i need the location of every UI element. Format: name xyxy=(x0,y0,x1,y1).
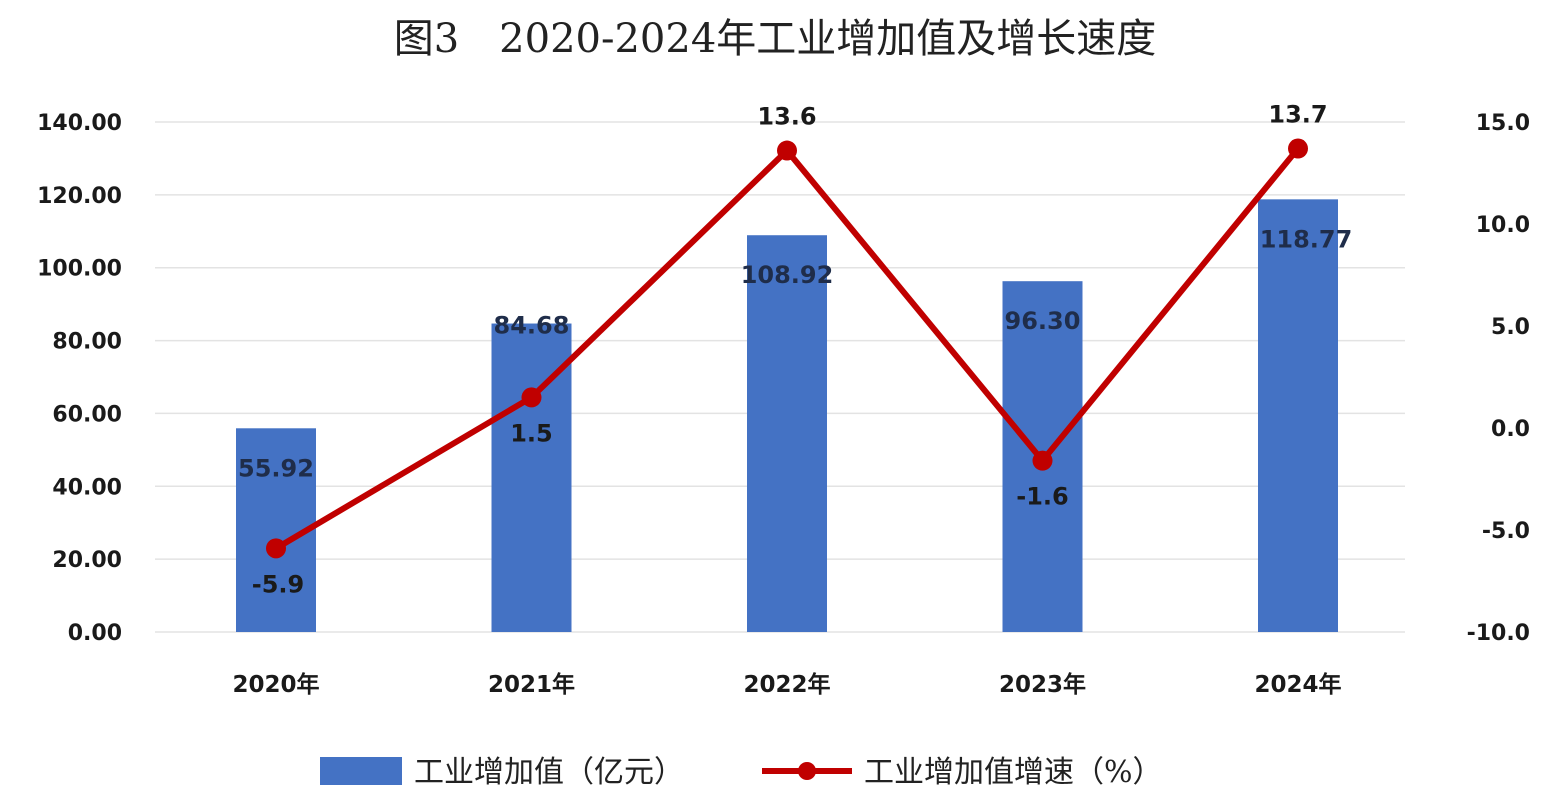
line-marker xyxy=(1032,450,1053,471)
line-value-label: 13.6 xyxy=(757,103,816,131)
left-tick-label: 100.00 xyxy=(37,257,122,282)
category-label: 2020年 xyxy=(232,671,319,698)
left-tick-label: 120.00 xyxy=(37,184,122,209)
line-value-label: -5.9 xyxy=(252,570,304,598)
bar-value-label: 84.68 xyxy=(494,312,570,340)
line-value-label: 1.5 xyxy=(510,419,553,447)
legend-label-bar: 工业增加值（亿元） xyxy=(414,755,684,790)
chart-title: 图3 2020-2024年工业增加值及增长速度 xyxy=(394,16,1157,62)
left-tick-label: 140.00 xyxy=(37,111,122,136)
right-tick-label: 0.0 xyxy=(1491,417,1530,442)
bar-series xyxy=(236,199,1338,632)
right-tick-label: -10.0 xyxy=(1467,621,1530,646)
line-marker xyxy=(777,140,797,161)
bar-value-label: 96.30 xyxy=(1005,307,1081,335)
left-tick-label: 0.00 xyxy=(68,621,122,646)
left-tick-label: 20.00 xyxy=(52,548,122,573)
left-y-axis: 0.00 20.00 40.00 60.00 80.00 100.00 120.00 140.… xyxy=(37,111,122,646)
legend: 工业增加值（亿元） 工业增加值增速（%） xyxy=(320,755,1163,790)
right-y-axis: -10.0 -5.0 0.0 5.0 10.0 15.0 xyxy=(1467,111,1530,646)
bar-value-label: 108.92 xyxy=(741,261,834,289)
line-value-label: -1.6 xyxy=(1016,483,1068,511)
bar-value-label: 118.77 xyxy=(1260,225,1353,253)
line-marker xyxy=(1288,138,1308,159)
category-label: 2023年 xyxy=(999,671,1086,698)
bar-value-label: 55.92 xyxy=(238,454,314,482)
line-marker xyxy=(521,387,542,408)
right-tick-label: -5.0 xyxy=(1482,519,1530,544)
line-value-label: 13.7 xyxy=(1268,101,1327,129)
legend-label-line: 工业增加值增速（%） xyxy=(864,755,1163,790)
right-tick-label: 5.0 xyxy=(1491,315,1530,340)
legend-marker-line xyxy=(798,762,816,780)
right-tick-label: 15.0 xyxy=(1476,111,1530,136)
category-label: 2024年 xyxy=(1254,671,1341,698)
left-tick-label: 60.00 xyxy=(52,402,122,427)
line-series: 55.92 84.68 108.92 96.30 118.77 -5.9 1.5 13.6 -1… xyxy=(238,101,1352,599)
bar xyxy=(1258,199,1338,632)
bar xyxy=(747,235,827,632)
left-tick-label: 80.00 xyxy=(52,330,122,355)
category-label: 2021年 xyxy=(488,671,575,698)
right-tick-label: 10.0 xyxy=(1476,213,1530,238)
x-axis: 2020年 2021年 2022年 2023年 2024年 xyxy=(232,671,1341,698)
left-tick-label: 40.00 xyxy=(52,475,122,500)
category-label: 2022年 xyxy=(743,671,830,698)
line-marker xyxy=(266,538,286,559)
legend-swatch-bar xyxy=(320,757,402,785)
